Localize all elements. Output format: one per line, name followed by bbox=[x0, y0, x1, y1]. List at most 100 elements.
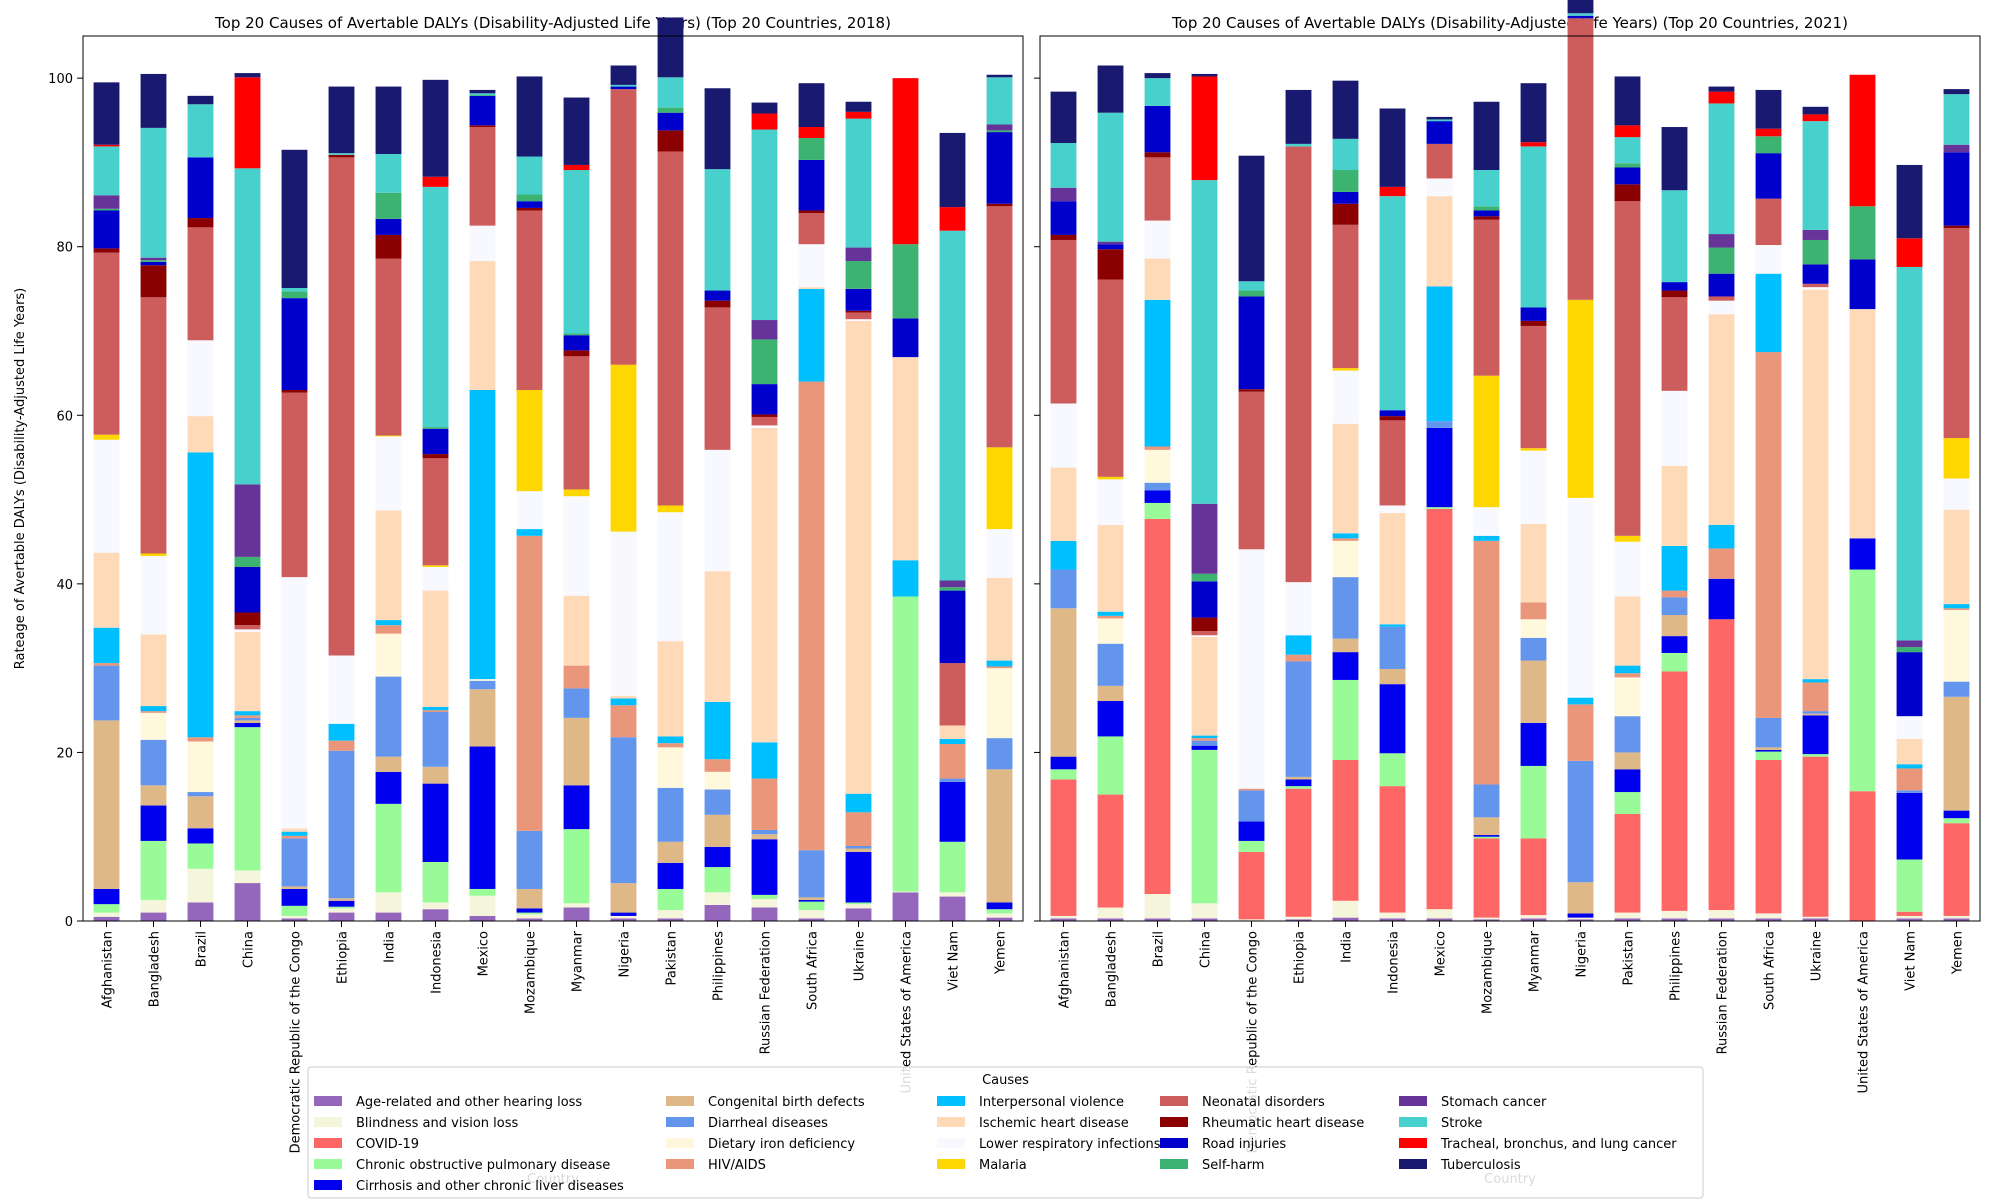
bar-1-china-ischemic-heart-disease bbox=[234, 631, 261, 712]
x-tick-label-2-ukraine: Ukraine bbox=[1810, 931, 1825, 981]
bar-2-indonesia-age-related-and-other-hearing-loss bbox=[1379, 918, 1406, 921]
bar-2-brazil-tuberculosis bbox=[1144, 73, 1171, 79]
bar-1-brazil-neonatal-disorders bbox=[187, 227, 214, 341]
bar-2-pakistan-age-related-and-other-hearing-loss bbox=[1614, 918, 1641, 921]
bar-2-mexico-ischemic-heart-disease bbox=[1426, 196, 1453, 287]
bar-1-nigeria-diarrheal-diseases bbox=[610, 737, 637, 884]
x-tick-label-1-bangladesh: Bangladesh bbox=[148, 931, 163, 1007]
bar-2-china-ischemic-heart-disease bbox=[1191, 636, 1218, 736]
bar-2-philippines-road-injuries bbox=[1661, 282, 1688, 291]
legend-swatch-hiv-aids bbox=[666, 1159, 694, 1169]
bar-1-russian-federation-hiv-aids bbox=[751, 778, 778, 830]
x-tick-label-2-india: India bbox=[1340, 931, 1355, 963]
bar-1-bangladesh-lower-respiratory-infections bbox=[140, 556, 167, 635]
bar-1-pakistan-age-related-and-other-hearing-loss bbox=[657, 918, 684, 921]
bar-1-yemen-malaria bbox=[986, 447, 1013, 530]
x-tick-label-2-myanmar: Myanmar bbox=[1528, 930, 1543, 992]
bar-1-myanmar-road-injuries bbox=[563, 335, 590, 351]
bar-1-afghanistan-chronic-obstructive-pulmonary-disease bbox=[93, 904, 120, 913]
bar-2-democratic-republic-of-the-congo-cirrhosis-and-other-chronic-liver-diseases bbox=[1238, 821, 1265, 841]
bar-1-mozambique-lower-respiratory-infections bbox=[516, 491, 543, 530]
bar-1-india-age-related-and-other-hearing-loss bbox=[375, 912, 402, 921]
bar-2-philippines-age-related-and-other-hearing-loss bbox=[1661, 918, 1688, 921]
bar-1-india-road-injuries bbox=[375, 218, 402, 235]
bar-2-brazil-stroke bbox=[1144, 78, 1171, 106]
bar-2-brazil-lower-respiratory-infections bbox=[1144, 220, 1171, 259]
bar-1-yemen-hiv-aids bbox=[986, 666, 1013, 669]
x-tick-label-1-china: China bbox=[242, 931, 257, 968]
x-tick-label-1-south-africa: South Africa bbox=[806, 931, 821, 1010]
bar-1-democratic-republic-of-the-congo-self-harm bbox=[281, 291, 308, 299]
bar-2-china-stroke bbox=[1191, 180, 1218, 504]
legend-item-ischemic-heart-disease: Ischemic heart disease bbox=[979, 1116, 1129, 1131]
bar-2-pakistan-hiv-aids bbox=[1614, 673, 1641, 678]
bar-2-russian-federation-tracheal-bronchus-and-lung-cancer bbox=[1708, 91, 1735, 104]
chart-title-2: Top 20 Causes of Avertable DALYs (Disabi… bbox=[1171, 14, 1848, 32]
x-tick-label-1-mexico: Mexico bbox=[477, 931, 492, 976]
bar-2-bangladesh-congenital-birth-defects bbox=[1097, 685, 1124, 702]
bar-2-russian-federation-lower-respiratory-infections bbox=[1708, 300, 1735, 315]
bar-1-yemen-congenital-birth-defects bbox=[986, 769, 1013, 903]
legend-item-neonatal-disorders: Neonatal disorders bbox=[1202, 1095, 1325, 1110]
bar-2-russian-federation-stroke bbox=[1708, 103, 1735, 235]
bar-2-india-congenital-birth-defects bbox=[1332, 638, 1359, 653]
bar-2-yemen-congenital-birth-defects bbox=[1943, 696, 1970, 811]
bar-1-yemen-rheumatic-heart-disease bbox=[986, 203, 1013, 207]
bar-2-pakistan-covid-19 bbox=[1614, 813, 1641, 913]
bar-2-ukraine-covid-19 bbox=[1802, 756, 1829, 917]
bar-1-south-africa-road-injuries bbox=[798, 159, 825, 211]
bar-2-ukraine-cirrhosis-and-other-chronic-liver-diseases bbox=[1802, 715, 1829, 755]
bar-2-mozambique-chronic-obstructive-pulmonary-disease bbox=[1473, 836, 1500, 839]
bar-2-indonesia-diarrheal-diseases bbox=[1379, 626, 1406, 669]
bar-2-viet-nam-tracheal-bronchus-and-lung-cancer bbox=[1896, 238, 1923, 267]
bar-2-south-africa-congenital-birth-defects bbox=[1755, 747, 1782, 750]
bar-2-yemen-rheumatic-heart-disease bbox=[1943, 225, 1970, 229]
bar-1-russian-federation-interpersonal-violence bbox=[751, 742, 778, 779]
bar-2-russian-federation-stomach-cancer bbox=[1708, 234, 1735, 248]
bar-1-indonesia-chronic-obstructive-pulmonary-disease bbox=[422, 862, 449, 903]
bar-1-india-self-harm bbox=[375, 192, 402, 219]
bar-1-china-cirrhosis-and-other-chronic-liver-diseases bbox=[234, 722, 261, 728]
bar-1-ukraine-cirrhosis-and-other-chronic-liver-diseases bbox=[845, 851, 872, 903]
bar-2-myanmar-covid-19 bbox=[1520, 838, 1547, 916]
legend-item-diarrheal-diseases: Diarrheal diseases bbox=[708, 1116, 828, 1131]
legend-item-covid-19: COVID-19 bbox=[356, 1137, 419, 1152]
bar-1-china-self-harm bbox=[234, 556, 261, 567]
bar-2-south-africa-lower-respiratory-infections bbox=[1755, 245, 1782, 274]
bar-1-indonesia-congenital-birth-defects bbox=[422, 766, 449, 784]
bar-1-democratic-republic-of-the-congo-diarrheal-diseases bbox=[281, 838, 308, 887]
bar-1-united-states-of-america-road-injuries bbox=[892, 318, 919, 358]
bar-2-bangladesh-road-injuries bbox=[1097, 244, 1124, 250]
bar-2-nigeria-blindness-and-vision-loss bbox=[1567, 917, 1594, 920]
bar-1-south-africa-age-related-and-other-hearing-loss bbox=[798, 918, 825, 921]
bar-2-india-stroke bbox=[1332, 138, 1359, 171]
x-tick-label-1-brazil: Brazil bbox=[195, 931, 210, 967]
bar-1-ethiopia-interpersonal-violence bbox=[328, 723, 355, 741]
bar-2-democratic-republic-of-the-congo-chronic-obstructive-pulmonary-disease bbox=[1238, 840, 1265, 852]
y-tick-label: 60 bbox=[56, 409, 73, 424]
bar-1-mexico-rheumatic-heart-disease bbox=[469, 125, 496, 128]
bar-1-ethiopia-neonatal-disorders bbox=[328, 157, 355, 656]
bar-2-south-africa-diarrheal-diseases bbox=[1755, 717, 1782, 748]
bar-2-myanmar-road-injuries bbox=[1520, 307, 1547, 321]
bar-1-myanmar-ischemic-heart-disease bbox=[563, 595, 590, 666]
bar-1-ukraine-hiv-aids bbox=[845, 812, 872, 846]
bar-2-brazil-age-related-and-other-hearing-loss bbox=[1144, 918, 1171, 921]
legend-swatch-stroke bbox=[1399, 1117, 1427, 1127]
bar-1-russian-federation-lower-respiratory-infections bbox=[751, 425, 778, 428]
x-tick-label-1-united-states-of-america: United States of America bbox=[900, 931, 915, 1093]
bar-2-china-tracheal-bronchus-and-lung-cancer bbox=[1191, 76, 1218, 181]
legend-swatch-age-related-and-other-hearing-loss bbox=[314, 1096, 342, 1106]
bar-2-nigeria-diarrheal-diseases bbox=[1567, 760, 1594, 883]
bar-2-indonesia-rheumatic-heart-disease bbox=[1379, 416, 1406, 421]
bar-2-nigeria-hiv-aids bbox=[1567, 704, 1594, 761]
bar-2-indonesia-ischemic-heart-disease bbox=[1379, 513, 1406, 625]
bar-1-china-road-injuries bbox=[234, 567, 261, 613]
bar-2-bangladesh-diarrheal-diseases bbox=[1097, 643, 1124, 686]
bar-1-pakistan-congenital-birth-defects bbox=[657, 841, 684, 863]
bar-1-pakistan-tuberculosis bbox=[657, 17, 684, 78]
bar-2-pakistan-self-harm bbox=[1614, 163, 1641, 168]
bar-1-afghanistan-rheumatic-heart-disease bbox=[93, 248, 120, 253]
bar-1-bangladesh-stomach-cancer bbox=[140, 257, 167, 261]
bar-2-yemen-lower-respiratory-infections bbox=[1943, 478, 1970, 510]
